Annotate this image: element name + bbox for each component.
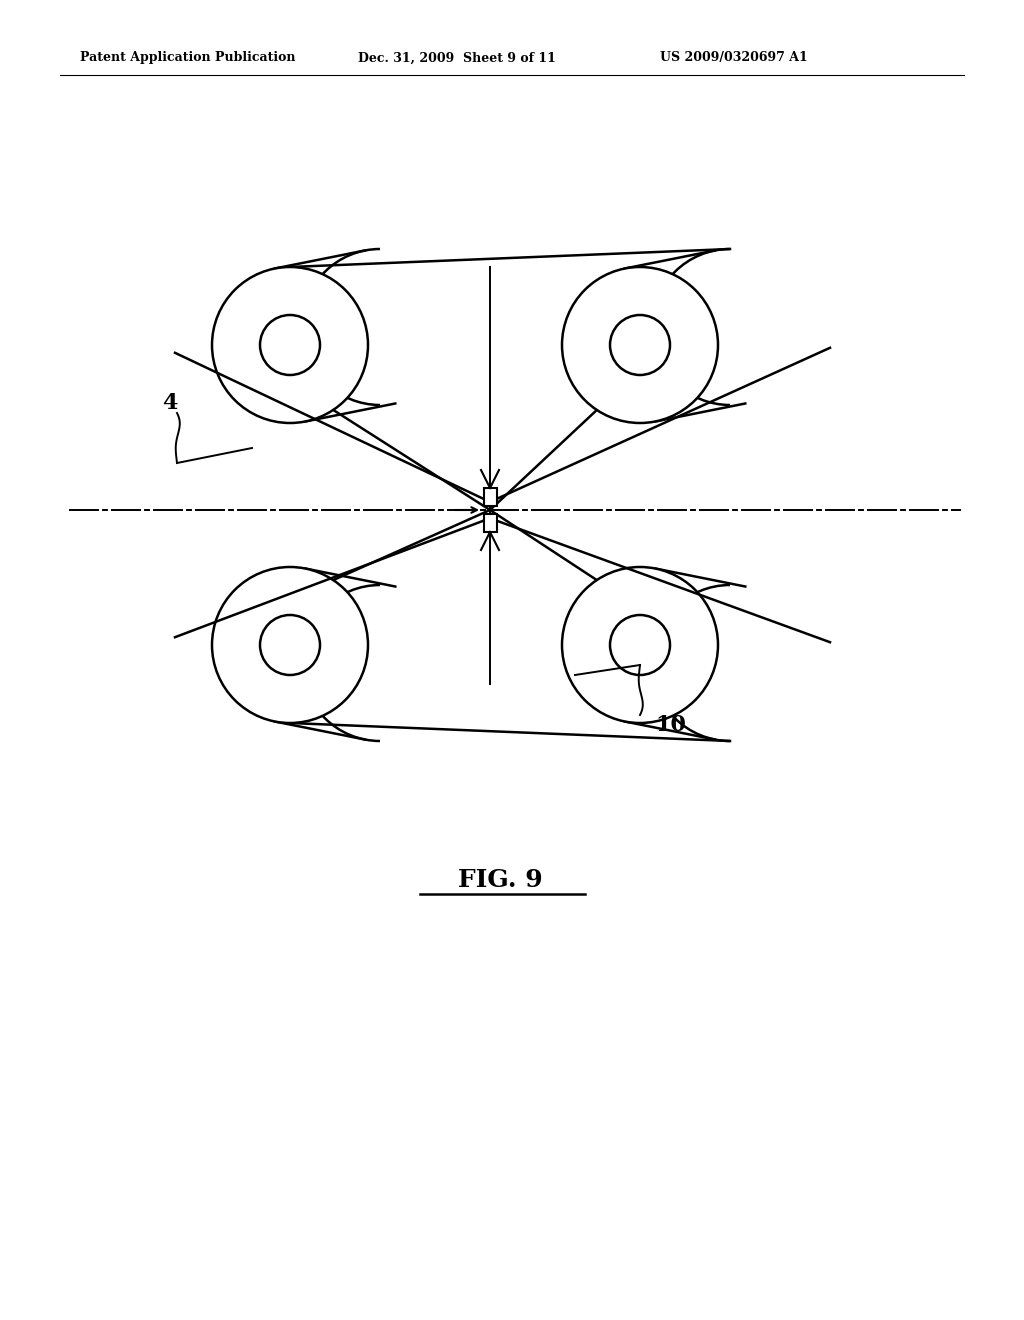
Circle shape (212, 267, 368, 422)
Text: Patent Application Publication: Patent Application Publication (80, 51, 296, 65)
Bar (483, 513, 497, 532)
Circle shape (562, 267, 718, 422)
Text: US 2009/0320697 A1: US 2009/0320697 A1 (660, 51, 808, 65)
Circle shape (212, 568, 368, 723)
Circle shape (610, 615, 670, 675)
Text: 10: 10 (655, 714, 686, 737)
Text: Dec. 31, 2009  Sheet 9 of 11: Dec. 31, 2009 Sheet 9 of 11 (358, 51, 556, 65)
Text: 4: 4 (162, 392, 177, 414)
Bar (483, 488, 497, 506)
Circle shape (260, 615, 319, 675)
Circle shape (260, 315, 319, 375)
Circle shape (562, 568, 718, 723)
Circle shape (610, 315, 670, 375)
Text: FIG. 9: FIG. 9 (458, 869, 543, 892)
